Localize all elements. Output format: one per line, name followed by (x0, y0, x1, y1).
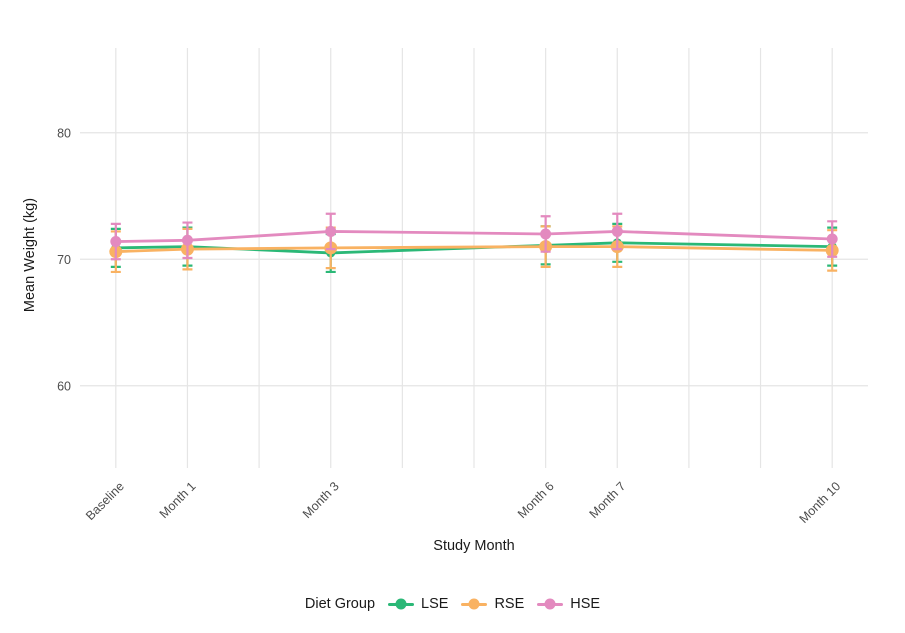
x-axis-title: Study Month (433, 538, 515, 554)
series-line (114, 230, 834, 243)
legend: Diet Group LSE RSE HSE (0, 596, 905, 612)
series-hse (110, 212, 838, 261)
data-point (540, 228, 552, 240)
legend-item-lse: LSE (388, 596, 448, 612)
legend-item-rse: RSE (461, 596, 524, 612)
legend-marker-rse-icon (461, 597, 488, 612)
data-point (110, 236, 122, 248)
x-tick-label: Month 3 (300, 479, 342, 521)
legend-title: Diet Group (304, 596, 376, 612)
x-tick-label: Month 7 (587, 479, 629, 521)
legend-label-lse: LSE (421, 596, 449, 612)
data-point (325, 225, 337, 237)
y-tick-label: 70 (57, 253, 71, 267)
gridlines (80, 48, 868, 468)
y-tick-label: 80 (57, 126, 71, 140)
legend-marker-dot (544, 598, 556, 610)
legend-marker-hse-icon (537, 597, 564, 612)
x-tick-label: Month 6 (515, 479, 557, 521)
legend-marker-dot (468, 598, 480, 610)
legend-label-hse: HSE (570, 596, 601, 612)
y-tick-label: 60 (57, 379, 71, 393)
legend-label-rse: RSE (494, 596, 525, 612)
x-tick-label: Month 1 (157, 479, 199, 521)
data-point (826, 233, 838, 245)
legend-item-hse: HSE (537, 596, 600, 612)
x-tick-label: Baseline (83, 479, 127, 523)
data-point (181, 234, 193, 246)
legend-marker-dot (395, 598, 407, 610)
y-axis-title: Mean Weight (kg) (22, 197, 38, 313)
legend-marker-lse-icon (388, 597, 415, 612)
series-line (114, 245, 834, 254)
series-line (114, 241, 834, 255)
x-tick-label: Month 10 (797, 479, 844, 526)
data-point (611, 225, 623, 237)
